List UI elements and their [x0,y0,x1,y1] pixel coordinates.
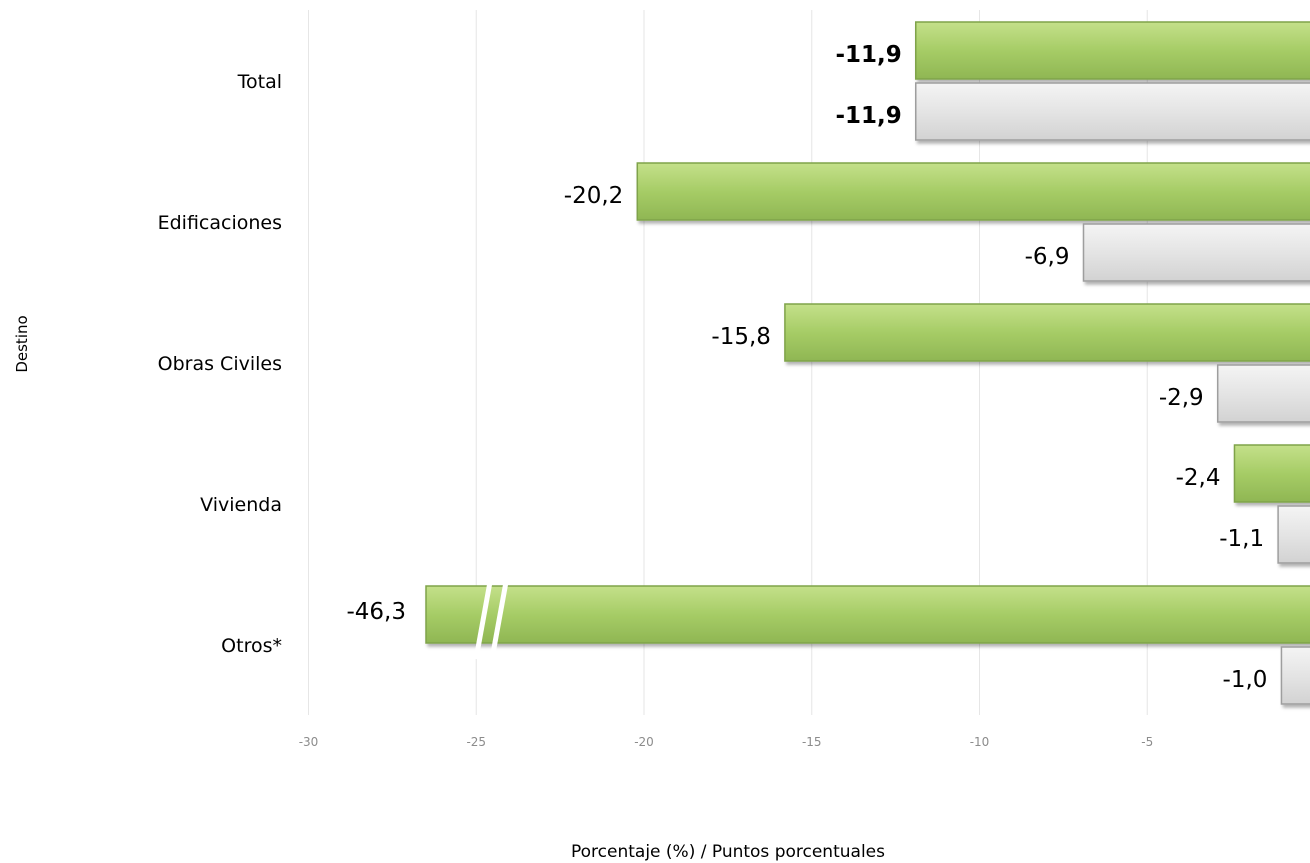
data-label: -11,9 [835,42,901,68]
category-label: Total [237,71,282,93]
x-tick-label: -15 [802,735,822,749]
data-label: -11,9 [835,103,901,129]
tick-labels: -30 -25 -20 -15 -10 -5 [299,735,1154,749]
x-tick-label: -10 [970,735,990,749]
x-axis-title: Porcentaje (%) / Puntos porcentuales [571,842,885,862]
data-label: -6,9 [1025,244,1070,270]
axis-break-mark [489,581,509,660]
data-label: -1,1 [1219,526,1264,552]
bar [636,162,1310,221]
x-tick-label: -5 [1141,735,1153,749]
category-label: Otros* [221,635,282,657]
data-label: -46,3 [346,599,406,625]
x-tick-label: -25 [466,735,486,749]
bar [1216,364,1310,423]
bar [1280,646,1310,705]
data-labels: -11,9 -11,9 -20,2 -6,9 -15,8 -2,9 -2,4 -1,1 -46,… [346,42,1267,693]
data-label: -1,0 [1223,667,1268,693]
axis-break-mark [473,581,493,660]
y-axis-title: Destino [13,315,31,372]
data-label: -2,4 [1176,465,1221,491]
bar [1277,505,1310,564]
bar [1082,223,1310,282]
bar [784,303,1310,362]
bar [915,82,1310,141]
bar [425,585,1310,644]
data-label: -2,9 [1159,385,1204,411]
category-labels: Total Edificaciones Obras Civiles Vivienda O… [158,71,282,657]
category-label: Vivienda [200,494,282,516]
category-label: Edificaciones [158,212,282,234]
data-label: -20,2 [564,183,624,209]
bar [1233,444,1310,503]
data-label: -15,8 [711,324,771,350]
bar [915,21,1310,80]
x-tick-label: -30 [299,735,319,749]
x-tick-label: -20 [634,735,654,749]
bars [425,21,1310,705]
category-label: Obras Civiles [158,353,282,375]
